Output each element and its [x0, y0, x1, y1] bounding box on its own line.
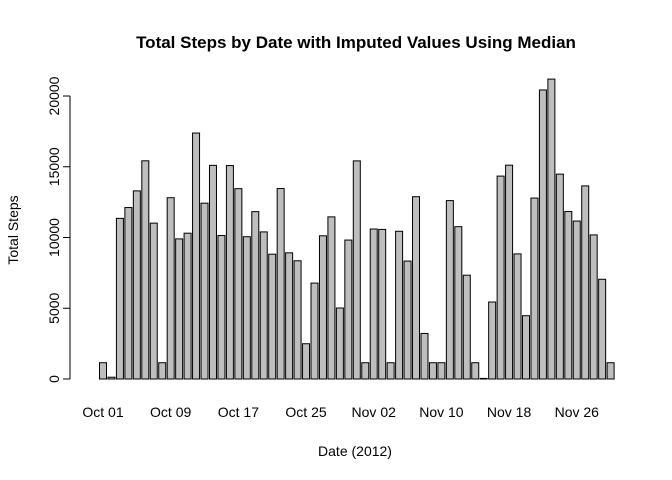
- bar-2012-11-13: [462, 274, 471, 380]
- bar-2012-10-31: [352, 160, 361, 380]
- bar-2012-10-13: [200, 202, 209, 380]
- x-tick-label: Oct 09: [150, 404, 191, 420]
- bar-2012-11-10: [437, 362, 446, 380]
- bar-2012-10-11: [183, 232, 192, 380]
- bar-2012-11-09: [428, 362, 437, 380]
- bar-2012-10-03: [115, 217, 124, 380]
- bar-2012-11-11: [445, 200, 454, 380]
- chart-title: Total Steps by Date with Imputed Values …: [136, 33, 576, 52]
- bar-2012-10-09: [166, 197, 175, 380]
- bar-2012-11-02: [369, 228, 378, 380]
- bar-2012-10-24: [293, 260, 302, 380]
- bar-2012-10-01: [99, 362, 107, 380]
- bar-2012-11-18: [505, 164, 514, 380]
- bar-2012-10-29: [335, 307, 344, 380]
- bar-2012-11-29: [598, 278, 607, 380]
- bar-2012-10-26: [310, 282, 319, 380]
- y-tick-label: 20000: [46, 76, 62, 115]
- bar-2012-10-14: [208, 164, 217, 380]
- x-tick-label: Nov 02: [352, 404, 397, 420]
- x-tick-label: Nov 10: [419, 404, 464, 420]
- bar-2012-10-08: [158, 362, 167, 380]
- bar-2012-11-19: [513, 253, 522, 380]
- bar-2012-11-28: [589, 234, 598, 380]
- bar-2012-10-30: [344, 239, 353, 380]
- bars-group: [99, 78, 615, 380]
- bar-2012-10-17: [234, 188, 243, 380]
- bar-2012-10-04: [124, 207, 133, 380]
- bar-2012-11-25: [564, 211, 573, 380]
- bar-2012-11-21: [530, 197, 539, 380]
- bar-2012-10-19: [251, 211, 260, 380]
- bar-2012-10-25: [302, 343, 311, 380]
- x-axis: Oct 01 Oct 09 Oct 17 Oct 25 Nov 02 Nov 10 Nov …: [82, 404, 599, 420]
- bar-2012-10-23: [285, 252, 294, 380]
- y-tick-label: 0: [46, 375, 62, 383]
- bar-2012-11-05: [395, 230, 404, 380]
- bar-2012-11-16: [488, 301, 497, 380]
- bar-2012-10-12: [192, 132, 201, 380]
- y-tick-label: 10000: [46, 218, 62, 257]
- x-tick-label: Oct 25: [285, 404, 326, 420]
- bar-2012-11-03: [378, 228, 387, 380]
- bar-2012-10-20: [259, 231, 268, 380]
- x-tick-label: Nov 18: [487, 404, 532, 420]
- x-tick-label: Oct 17: [218, 404, 259, 420]
- bar-2012-10-18: [242, 236, 251, 380]
- bar-2012-10-10: [175, 238, 184, 380]
- bar-2012-11-30: [606, 362, 615, 380]
- bar-2012-10-15: [217, 235, 226, 380]
- x-axis-label: Date (2012): [318, 443, 392, 459]
- bar-2012-11-20: [522, 315, 530, 380]
- bar-2012-11-27: [581, 185, 590, 380]
- bar-2012-10-27: [318, 235, 327, 380]
- bar-2012-10-02: [107, 376, 116, 380]
- x-tick-label: Oct 01: [82, 404, 123, 420]
- bar-2012-11-14: [471, 362, 480, 380]
- bar-2012-11-01: [361, 362, 370, 380]
- bar-2012-11-04: [386, 362, 395, 380]
- bar-2012-10-28: [327, 216, 336, 380]
- bar-2012-10-06: [141, 160, 150, 380]
- bar-2012-10-16: [225, 165, 234, 380]
- bar-2012-10-05: [132, 190, 141, 380]
- bar-2012-10-22: [276, 188, 285, 380]
- bar-2012-11-07: [412, 196, 421, 380]
- y-axis: 0 5000 10000 15000 20000: [46, 76, 71, 383]
- y-axis-label: Total Steps: [5, 195, 21, 264]
- bar-2012-11-12: [454, 226, 463, 380]
- bar-2012-11-17: [496, 175, 505, 380]
- x-tick-label: Nov 26: [555, 404, 600, 420]
- bar-2012-11-15: [479, 377, 488, 380]
- bar-2012-10-21: [268, 253, 277, 380]
- bar-2012-10-07: [149, 222, 158, 380]
- y-tick-label: 15000: [46, 147, 62, 186]
- bar-2012-11-24: [555, 173, 564, 380]
- bar-2012-11-06: [403, 260, 412, 380]
- bar-2012-11-08: [420, 332, 429, 380]
- bar-2012-11-23: [547, 78, 556, 380]
- y-tick-label: 5000: [46, 292, 62, 323]
- bar-2012-11-26: [572, 220, 581, 380]
- bar-2012-11-22: [538, 89, 547, 380]
